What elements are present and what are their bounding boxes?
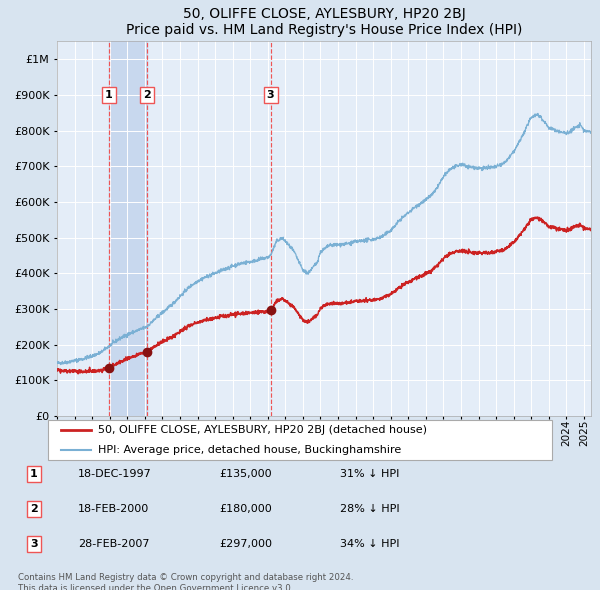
Text: £135,000: £135,000 — [220, 469, 272, 479]
Title: 50, OLIFFE CLOSE, AYLESBURY, HP20 2BJ
Price paid vs. HM Land Registry's House Pr: 50, OLIFFE CLOSE, AYLESBURY, HP20 2BJ Pr… — [126, 7, 522, 37]
Text: Contains HM Land Registry data © Crown copyright and database right 2024.
This d: Contains HM Land Registry data © Crown c… — [18, 573, 353, 590]
Text: 34% ↓ HPI: 34% ↓ HPI — [340, 539, 400, 549]
Text: 31% ↓ HPI: 31% ↓ HPI — [340, 469, 400, 479]
Text: 1: 1 — [30, 469, 38, 479]
Text: HPI: Average price, detached house, Buckinghamshire: HPI: Average price, detached house, Buck… — [98, 445, 401, 455]
Text: 50, OLIFFE CLOSE, AYLESBURY, HP20 2BJ (detached house): 50, OLIFFE CLOSE, AYLESBURY, HP20 2BJ (d… — [98, 425, 427, 435]
FancyBboxPatch shape — [48, 420, 552, 460]
Text: 3: 3 — [267, 90, 274, 100]
Bar — [109, 41, 147, 416]
Text: 18-DEC-1997: 18-DEC-1997 — [78, 469, 152, 479]
Text: 28% ↓ HPI: 28% ↓ HPI — [340, 504, 400, 514]
Text: £297,000: £297,000 — [220, 539, 272, 549]
Text: 18-FEB-2000: 18-FEB-2000 — [78, 504, 149, 514]
Text: 2: 2 — [30, 504, 38, 514]
Text: 2: 2 — [143, 90, 151, 100]
Text: 3: 3 — [30, 539, 38, 549]
Text: 28-FEB-2007: 28-FEB-2007 — [78, 539, 150, 549]
Text: 1: 1 — [105, 90, 113, 100]
Text: £180,000: £180,000 — [220, 504, 272, 514]
